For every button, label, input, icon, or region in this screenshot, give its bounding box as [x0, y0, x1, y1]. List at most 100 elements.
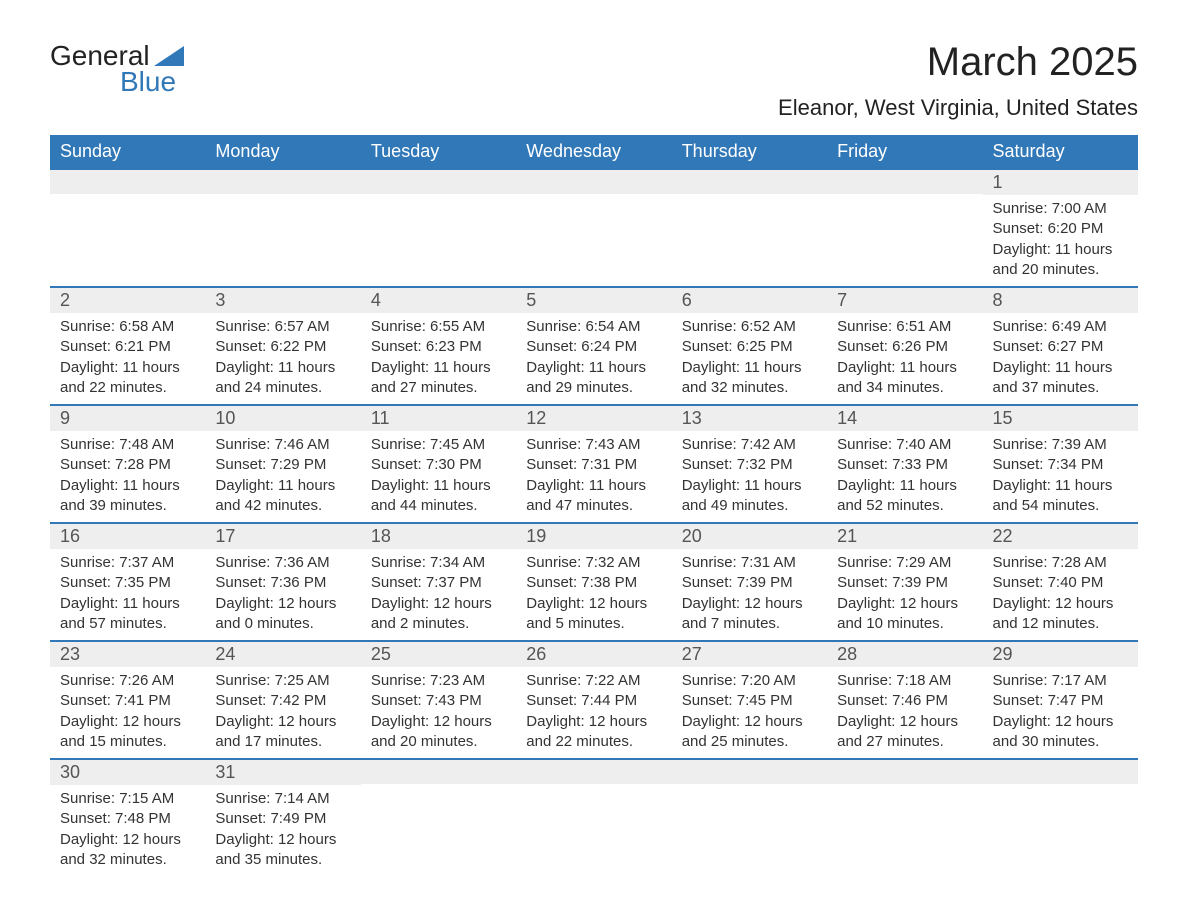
day-number — [672, 170, 827, 194]
calendar-cell: 24Sunrise: 7:25 AMSunset: 7:42 PMDayligh… — [205, 641, 360, 759]
weekday-header: Wednesday — [516, 135, 671, 169]
day-details — [672, 194, 827, 272]
day-number: 14 — [827, 406, 982, 431]
calendar-cell — [983, 759, 1138, 876]
day-details: Sunrise: 7:32 AMSunset: 7:38 PMDaylight:… — [516, 549, 671, 640]
day-details: Sunrise: 7:20 AMSunset: 7:45 PMDaylight:… — [672, 667, 827, 758]
calendar-body: 1Sunrise: 7:00 AMSunset: 6:20 PMDaylight… — [50, 169, 1138, 876]
day-number: 28 — [827, 642, 982, 667]
calendar-cell: 29Sunrise: 7:17 AMSunset: 7:47 PMDayligh… — [983, 641, 1138, 759]
day-number: 3 — [205, 288, 360, 313]
day-number — [361, 760, 516, 784]
day-details: Sunrise: 6:58 AMSunset: 6:21 PMDaylight:… — [50, 313, 205, 404]
calendar-cell: 5Sunrise: 6:54 AMSunset: 6:24 PMDaylight… — [516, 287, 671, 405]
calendar-cell: 31Sunrise: 7:14 AMSunset: 7:49 PMDayligh… — [205, 759, 360, 876]
calendar-cell — [361, 759, 516, 876]
day-details — [361, 194, 516, 272]
day-details — [672, 784, 827, 862]
calendar-cell — [516, 759, 671, 876]
calendar-week-row: 30Sunrise: 7:15 AMSunset: 7:48 PMDayligh… — [50, 759, 1138, 876]
day-details: Sunrise: 6:52 AMSunset: 6:25 PMDaylight:… — [672, 313, 827, 404]
day-details — [827, 784, 982, 862]
day-number — [516, 760, 671, 784]
day-details: Sunrise: 7:23 AMSunset: 7:43 PMDaylight:… — [361, 667, 516, 758]
day-number — [827, 760, 982, 784]
day-details: Sunrise: 6:54 AMSunset: 6:24 PMDaylight:… — [516, 313, 671, 404]
day-details: Sunrise: 7:26 AMSunset: 7:41 PMDaylight:… — [50, 667, 205, 758]
day-number: 18 — [361, 524, 516, 549]
day-details: Sunrise: 7:39 AMSunset: 7:34 PMDaylight:… — [983, 431, 1138, 522]
day-number: 20 — [672, 524, 827, 549]
calendar-cell: 28Sunrise: 7:18 AMSunset: 7:46 PMDayligh… — [827, 641, 982, 759]
day-number — [516, 170, 671, 194]
day-details — [827, 194, 982, 272]
location: Eleanor, West Virginia, United States — [778, 95, 1138, 121]
day-number: 23 — [50, 642, 205, 667]
day-number: 1 — [983, 170, 1138, 195]
day-details: Sunrise: 7:00 AMSunset: 6:20 PMDaylight:… — [983, 195, 1138, 286]
day-details — [361, 784, 516, 862]
logo-word2: Blue — [120, 66, 176, 98]
day-number: 7 — [827, 288, 982, 313]
calendar-week-row: 1Sunrise: 7:00 AMSunset: 6:20 PMDaylight… — [50, 169, 1138, 287]
calendar-cell: 25Sunrise: 7:23 AMSunset: 7:43 PMDayligh… — [361, 641, 516, 759]
day-details: Sunrise: 7:45 AMSunset: 7:30 PMDaylight:… — [361, 431, 516, 522]
day-number: 30 — [50, 760, 205, 785]
calendar-cell: 23Sunrise: 7:26 AMSunset: 7:41 PMDayligh… — [50, 641, 205, 759]
day-details: Sunrise: 7:17 AMSunset: 7:47 PMDaylight:… — [983, 667, 1138, 758]
calendar-cell: 11Sunrise: 7:45 AMSunset: 7:30 PMDayligh… — [361, 405, 516, 523]
calendar-cell — [827, 169, 982, 287]
day-details: Sunrise: 7:15 AMSunset: 7:48 PMDaylight:… — [50, 785, 205, 876]
calendar-cell: 12Sunrise: 7:43 AMSunset: 7:31 PMDayligh… — [516, 405, 671, 523]
header: General Blue March 2025 Eleanor, West Vi… — [50, 40, 1138, 121]
calendar-cell — [50, 169, 205, 287]
day-number: 13 — [672, 406, 827, 431]
day-number: 8 — [983, 288, 1138, 313]
calendar-week-row: 9Sunrise: 7:48 AMSunset: 7:28 PMDaylight… — [50, 405, 1138, 523]
day-number: 29 — [983, 642, 1138, 667]
day-number: 12 — [516, 406, 671, 431]
weekday-header: Thursday — [672, 135, 827, 169]
day-number: 5 — [516, 288, 671, 313]
day-number: 2 — [50, 288, 205, 313]
weekday-header: Saturday — [983, 135, 1138, 169]
day-details: Sunrise: 7:34 AMSunset: 7:37 PMDaylight:… — [361, 549, 516, 640]
day-number: 9 — [50, 406, 205, 431]
day-number: 31 — [205, 760, 360, 785]
calendar-cell: 2Sunrise: 6:58 AMSunset: 6:21 PMDaylight… — [50, 287, 205, 405]
day-details: Sunrise: 7:42 AMSunset: 7:32 PMDaylight:… — [672, 431, 827, 522]
day-number — [672, 760, 827, 784]
calendar-cell: 17Sunrise: 7:36 AMSunset: 7:36 PMDayligh… — [205, 523, 360, 641]
calendar-cell: 20Sunrise: 7:31 AMSunset: 7:39 PMDayligh… — [672, 523, 827, 641]
calendar-cell — [205, 169, 360, 287]
day-number: 16 — [50, 524, 205, 549]
day-details — [50, 194, 205, 272]
day-number: 4 — [361, 288, 516, 313]
day-number: 11 — [361, 406, 516, 431]
day-number — [361, 170, 516, 194]
calendar-cell: 30Sunrise: 7:15 AMSunset: 7:48 PMDayligh… — [50, 759, 205, 876]
day-number: 26 — [516, 642, 671, 667]
day-number: 27 — [672, 642, 827, 667]
calendar-cell: 27Sunrise: 7:20 AMSunset: 7:45 PMDayligh… — [672, 641, 827, 759]
day-number: 6 — [672, 288, 827, 313]
day-number — [205, 170, 360, 194]
weekday-header: Tuesday — [361, 135, 516, 169]
day-number: 15 — [983, 406, 1138, 431]
calendar-cell — [516, 169, 671, 287]
calendar-cell — [672, 759, 827, 876]
day-details: Sunrise: 7:29 AMSunset: 7:39 PMDaylight:… — [827, 549, 982, 640]
day-details — [983, 784, 1138, 862]
day-number — [50, 170, 205, 194]
day-number — [827, 170, 982, 194]
day-details: Sunrise: 7:43 AMSunset: 7:31 PMDaylight:… — [516, 431, 671, 522]
calendar-cell: 22Sunrise: 7:28 AMSunset: 7:40 PMDayligh… — [983, 523, 1138, 641]
calendar-cell: 4Sunrise: 6:55 AMSunset: 6:23 PMDaylight… — [361, 287, 516, 405]
day-details: Sunrise: 6:49 AMSunset: 6:27 PMDaylight:… — [983, 313, 1138, 404]
calendar-cell: 8Sunrise: 6:49 AMSunset: 6:27 PMDaylight… — [983, 287, 1138, 405]
calendar-cell — [361, 169, 516, 287]
calendar-cell: 15Sunrise: 7:39 AMSunset: 7:34 PMDayligh… — [983, 405, 1138, 523]
calendar-cell: 10Sunrise: 7:46 AMSunset: 7:29 PMDayligh… — [205, 405, 360, 523]
calendar-table: Sunday Monday Tuesday Wednesday Thursday… — [50, 135, 1138, 876]
calendar-cell: 16Sunrise: 7:37 AMSunset: 7:35 PMDayligh… — [50, 523, 205, 641]
